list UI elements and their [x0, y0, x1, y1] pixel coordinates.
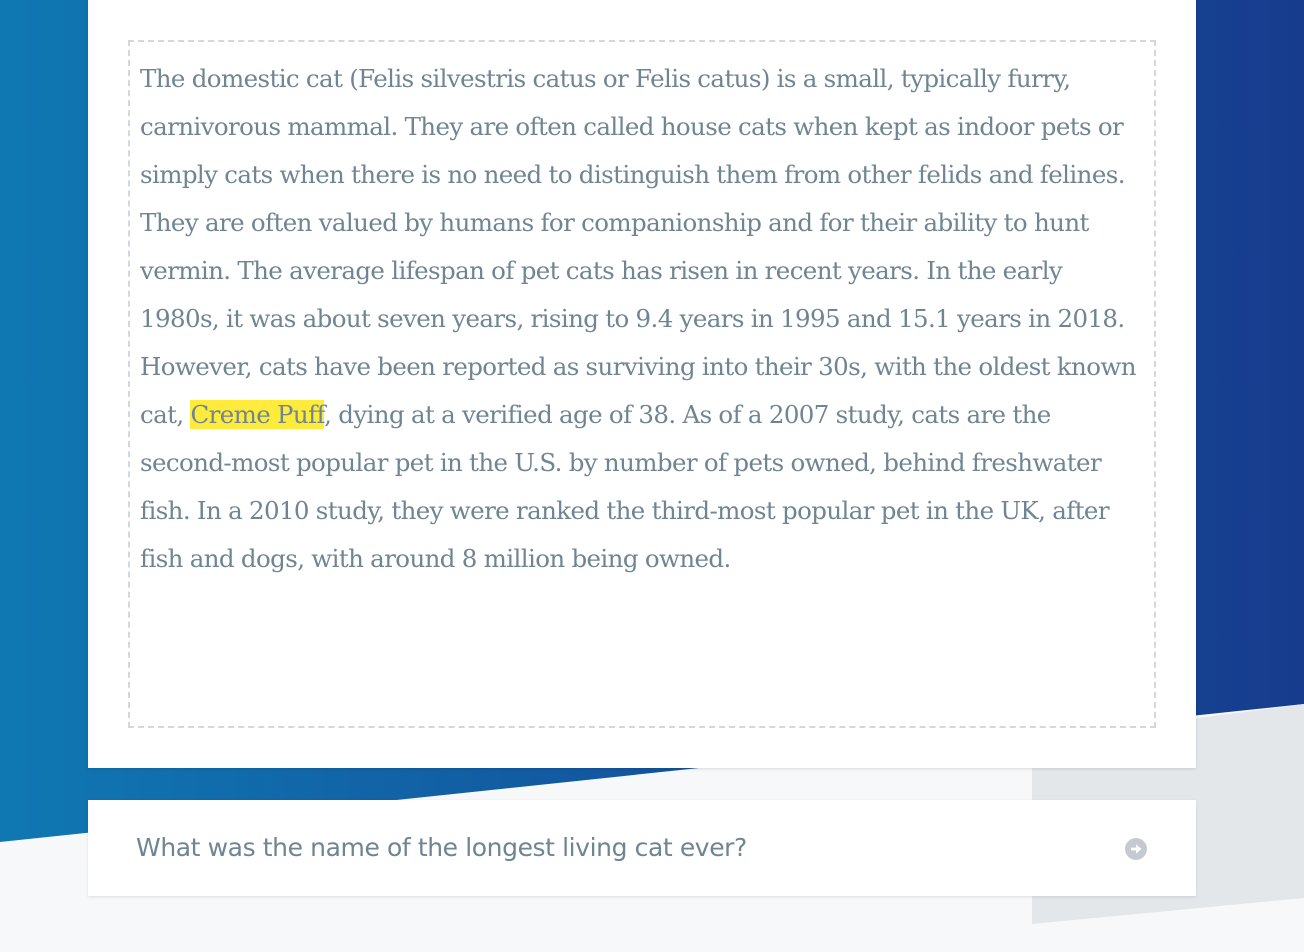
- question-card: What was the name of the longest living …: [88, 800, 1196, 896]
- submit-answer-button[interactable]: [1124, 837, 1148, 861]
- passage-card: The domestic cat (Felis silvestris catus…: [88, 0, 1196, 768]
- passage-text: The domestic cat (Felis silvestris catus…: [140, 55, 1148, 583]
- passage-text-before: The domestic cat (Felis silvestris catus…: [140, 64, 1137, 429]
- question-text: What was the name of the longest living …: [136, 833, 747, 862]
- passage-text-after: , dying at a verified age of 38. As of a…: [140, 400, 1110, 573]
- passage-text-area[interactable]: The domestic cat (Felis silvestris catus…: [128, 40, 1156, 728]
- arrow-right-circle-icon: [1125, 838, 1147, 860]
- answer-highlight[interactable]: Creme Puff: [190, 400, 325, 429]
